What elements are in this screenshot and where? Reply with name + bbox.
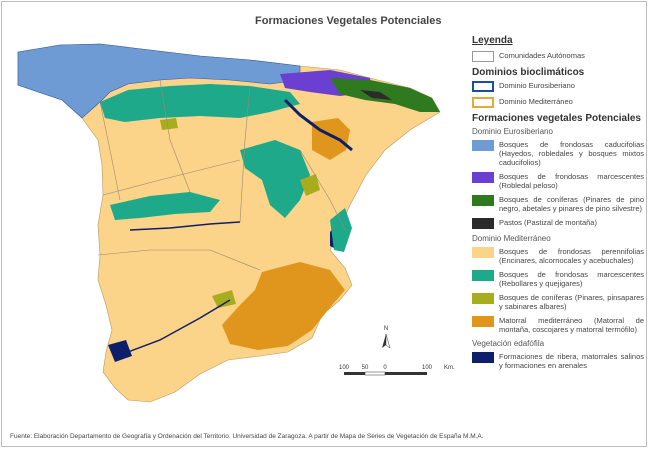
communities-swatch xyxy=(472,51,494,62)
euro-subheading: Dominio Eurosiberiano xyxy=(472,127,553,136)
euro-legend-label: Bosques de coníferas (Pinares de pino ne… xyxy=(499,195,644,213)
central-system-marcescent xyxy=(110,192,220,220)
med-legend-label: Bosques de frondosas perennifolias (Enci… xyxy=(499,247,644,265)
euro-legend-label: Bosques de frondosas caducifolias (Hayed… xyxy=(499,140,644,167)
source-note: Fuente: Elaboración Departamento de Geog… xyxy=(10,433,484,440)
euro-swatch xyxy=(472,140,494,151)
pyrenees-conifer-area xyxy=(330,78,440,112)
guadalquivir-riparian xyxy=(119,299,231,356)
legend-label-communities: Comunidades Autónomas xyxy=(499,51,585,60)
med-swatch xyxy=(472,316,494,327)
conifer-patch-1 xyxy=(300,174,320,196)
euro-legend-item: Pastos (Pastizal de montaña) xyxy=(472,218,644,229)
scale-tick-3: 100 xyxy=(422,365,433,371)
med-legend-item: Bosques de coníferas (Pinares, pinsapare… xyxy=(472,293,644,311)
med-legend-label: Bosques de coníferas (Pinares, pinsapare… xyxy=(499,293,644,311)
ebro-matorral-area xyxy=(312,118,350,160)
north-label: N xyxy=(384,326,388,332)
legend-heading: Leyenda xyxy=(472,35,513,46)
scale-unit: Km. xyxy=(444,365,455,371)
tajo-riparian xyxy=(129,221,241,231)
euro-legend-label: Pastos (Pastizal de montaña) xyxy=(499,218,597,227)
euro-formations-list: Bosques de frondosas caducifolias (Hayed… xyxy=(472,140,644,229)
scale-bar: 100 50 0 100 Km. xyxy=(339,365,455,376)
legend-label-domain-euro: Dominio Eurosiberiano xyxy=(499,81,575,90)
conifer-patch-2 xyxy=(212,290,236,308)
conifer-patch-3 xyxy=(160,118,178,130)
domain-med-swatch xyxy=(472,97,494,108)
euro-swatch xyxy=(472,172,494,183)
legend-item-communities: Comunidades Autónomas xyxy=(472,51,644,62)
map-legend: Leyenda Comunidades Autónomas Dominios b… xyxy=(472,36,644,375)
donana-riparian xyxy=(108,340,132,362)
med-swatch xyxy=(472,293,494,304)
ebro-riparian xyxy=(283,98,353,152)
legend-item-domain-med: Dominio Mediterráneo xyxy=(472,97,644,108)
euro-swatch xyxy=(472,218,494,229)
domain-euro-swatch xyxy=(472,81,494,92)
eurosiberian-deciduous-area xyxy=(17,43,301,119)
pyrenees-pasture-area xyxy=(360,90,392,100)
euro-legend-item: Bosques de frondosas caducifolias (Hayed… xyxy=(472,140,644,167)
med-legend-item: Matorral mediterráneo (Matorral de monta… xyxy=(472,316,644,334)
euro-legend-label: Bosques de frondosas marcescentes (Roble… xyxy=(499,172,644,190)
iberian-system-marcescent xyxy=(240,140,310,218)
med-legend-item: Bosques de frondosas marcescentes (Rebol… xyxy=(472,270,644,288)
community-boundaries xyxy=(97,79,346,271)
scale-tick-1: 50 xyxy=(362,365,369,371)
veg-legend-item: Formaciones de ribera, matorrales salino… xyxy=(472,352,644,370)
edaphophile-formations-list: Formaciones de ribera, matorrales salino… xyxy=(472,352,644,370)
domains-heading: Dominios bioclimáticos xyxy=(472,67,585,78)
med-legend-label: Bosques de frondosas marcescentes (Rebol… xyxy=(499,270,644,288)
med-legend-label: Matorral mediterráneo (Matorral de monta… xyxy=(499,316,644,334)
valencia-coastal-marcescent xyxy=(330,208,352,252)
veg-subheading: Vegetación edafófila xyxy=(472,339,545,348)
med-legend-item: Bosques de frondosas perennifolias (Enci… xyxy=(472,247,644,265)
scale-tick-0: 100 xyxy=(339,365,350,371)
legend-item-domain-euro: Dominio Eurosiberiano xyxy=(472,81,644,92)
euro-legend-item: Bosques de frondosas marcescentes (Roble… xyxy=(472,172,644,190)
map-title: Formaciones Vegetales Potenciales xyxy=(255,15,442,27)
med-subheading: Dominio Mediterráneo xyxy=(472,234,551,243)
med-formations-list: Bosques de frondosas perennifolias (Enci… xyxy=(472,247,644,334)
southeast-matorral-area xyxy=(222,262,345,350)
scale-tick-2: 0 xyxy=(383,365,387,371)
med-swatch xyxy=(472,270,494,281)
euro-legend-item: Bosques de coníferas (Pinares de pino ne… xyxy=(472,195,644,213)
veg-swatch xyxy=(472,352,494,363)
formations-heading: Formaciones vegetales Potenciales xyxy=(472,113,641,124)
north-arrow: N xyxy=(382,326,391,349)
northern-marcescent-band xyxy=(100,84,300,122)
legend-label-domain-med: Dominio Mediterráneo xyxy=(499,97,573,106)
euro-swatch xyxy=(472,195,494,206)
med-swatch xyxy=(472,247,494,258)
veg-legend-label: Formaciones de ribera, matorrales salino… xyxy=(499,352,644,370)
